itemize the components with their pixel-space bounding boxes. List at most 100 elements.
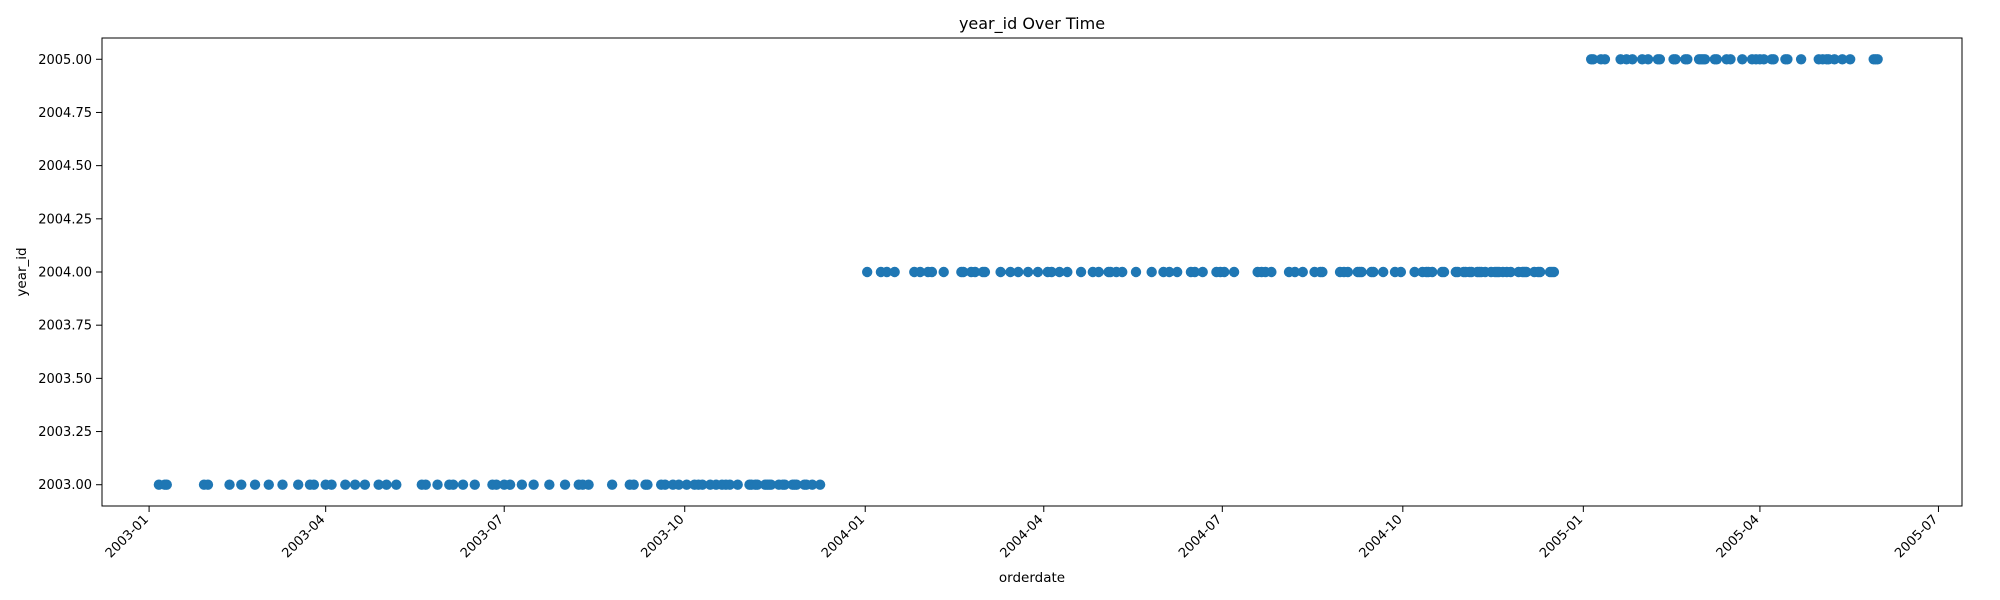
data-point (1171, 266, 1183, 278)
data-point (926, 266, 938, 278)
y-tick-label: 2004.25 (38, 212, 92, 227)
data-point (1654, 54, 1666, 65)
data-point (1599, 54, 1611, 65)
data-point (340, 479, 351, 490)
data-point (559, 479, 571, 490)
data-point (1711, 54, 1722, 65)
y-axis-label: year_id (14, 247, 30, 296)
data-point (1266, 266, 1277, 278)
data-point (1297, 266, 1308, 278)
data-point (457, 479, 469, 490)
data-point (326, 479, 337, 490)
data-point (277, 479, 288, 490)
data-point (814, 479, 826, 490)
data-point (979, 266, 991, 278)
data-point (1829, 54, 1840, 65)
y-tick-label: 2004.75 (38, 106, 92, 121)
data-point (381, 479, 392, 490)
data-point (1368, 266, 1379, 278)
data-point (391, 479, 402, 490)
data-point (1627, 54, 1638, 65)
data-point (1022, 266, 1034, 278)
data-point (628, 479, 639, 490)
data-point (161, 479, 172, 490)
data-point (1342, 266, 1354, 278)
data-point (293, 479, 304, 490)
data-point (1054, 266, 1065, 278)
y-tick-label: 2003.50 (38, 372, 92, 387)
data-point (1219, 266, 1230, 278)
data-point (349, 479, 361, 490)
data-point (359, 479, 371, 490)
data-point (1409, 266, 1420, 278)
data-point (544, 479, 555, 490)
y-tick-label: 2004.00 (38, 266, 92, 281)
data-point (1046, 266, 1057, 278)
data-point (516, 479, 528, 490)
y-tick-label: 2003.75 (38, 319, 92, 334)
data-point (1548, 266, 1560, 278)
data-point (1146, 266, 1157, 278)
data-point (732, 479, 743, 490)
data-point (448, 479, 459, 490)
data-point (1521, 266, 1532, 278)
data-point (1117, 266, 1128, 278)
data-point (1130, 266, 1142, 278)
data-point (1670, 54, 1681, 65)
data-point (432, 479, 443, 490)
data-point (1768, 54, 1779, 65)
data-point (1699, 54, 1711, 65)
data-point (914, 266, 926, 278)
data-point (659, 479, 671, 490)
data-point (469, 479, 480, 490)
data-point (249, 479, 261, 490)
data-point (263, 479, 274, 490)
data-points (153, 54, 1883, 490)
data-point (1228, 266, 1240, 278)
data-point (1356, 266, 1367, 278)
data-point (673, 479, 685, 490)
data-point (1032, 266, 1044, 278)
y-tick-label: 2003.00 (38, 478, 92, 493)
x-axis-label: orderdate (999, 570, 1065, 586)
data-point (807, 479, 818, 490)
data-point (373, 479, 384, 490)
y-tick-label: 2005.00 (38, 53, 92, 68)
data-point (1005, 266, 1016, 278)
data-point (1844, 54, 1856, 65)
y-tick-label: 2004.50 (38, 159, 92, 174)
data-point (1737, 54, 1748, 65)
data-point (202, 479, 214, 490)
data-point (1164, 266, 1175, 278)
data-point (583, 479, 594, 490)
data-point (1189, 266, 1201, 278)
data-point (1013, 266, 1024, 278)
data-point (969, 266, 981, 278)
y-tick-label: 2003.25 (38, 425, 92, 440)
y-axis-ticks: 2003.00 2003.25 2003.50 2003.75 2004.00 2004.… (38, 53, 102, 493)
data-point (938, 266, 949, 278)
data-point (224, 479, 235, 490)
data-point (504, 479, 516, 490)
data-point (1782, 54, 1793, 65)
data-point (1505, 266, 1516, 278)
data-point (1427, 266, 1438, 278)
data-point (1062, 266, 1073, 278)
data-point (889, 266, 900, 278)
data-point (765, 479, 777, 490)
data-point (752, 479, 763, 490)
data-point (1438, 266, 1450, 278)
data-point (881, 266, 893, 278)
data-point (1317, 266, 1328, 278)
data-point (697, 479, 708, 490)
data-point (724, 479, 736, 490)
data-point (958, 266, 969, 278)
data-point (1197, 266, 1208, 278)
data-point (528, 479, 539, 490)
data-point (1378, 266, 1389, 278)
data-point (1587, 54, 1599, 65)
data-point (1872, 54, 1883, 65)
